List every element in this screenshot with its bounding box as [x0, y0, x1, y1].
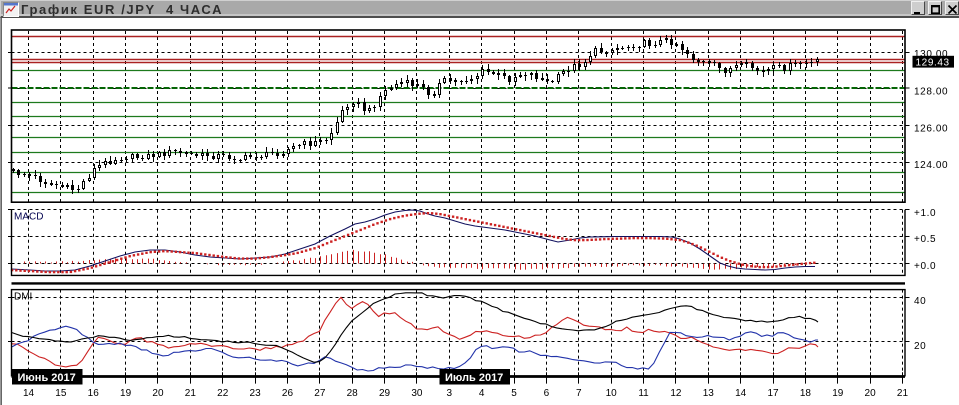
svg-text:129.43: 129.43	[916, 57, 950, 68]
svg-text:23: 23	[250, 388, 262, 399]
svg-text:+0.5: +0.5	[914, 234, 936, 245]
svg-text:16: 16	[88, 388, 100, 399]
svg-text:4: 4	[479, 388, 485, 399]
svg-text:20: 20	[865, 388, 877, 399]
svg-text:19: 19	[120, 388, 132, 399]
svg-text:5: 5	[511, 388, 517, 399]
svg-text:20: 20	[914, 341, 926, 352]
svg-text:7: 7	[576, 388, 582, 399]
svg-text:21: 21	[897, 388, 909, 399]
svg-text:20: 20	[152, 388, 164, 399]
svg-text:130.00: 130.00	[914, 49, 948, 60]
svg-text:6: 6	[544, 388, 550, 399]
svg-text:30: 30	[411, 388, 423, 399]
svg-text:22: 22	[217, 388, 229, 399]
svg-text:11: 11	[638, 388, 649, 399]
svg-text:124.00: 124.00	[914, 160, 948, 171]
svg-text:18: 18	[800, 388, 812, 399]
svg-text:Июль 2017: Июль 2017	[445, 372, 503, 384]
svg-text:26: 26	[282, 388, 294, 399]
svg-text:14: 14	[23, 388, 35, 399]
svg-text:21: 21	[185, 388, 197, 399]
svg-text:+0.0: +0.0	[914, 261, 936, 272]
svg-text:DMI: DMI	[14, 291, 32, 302]
svg-text:15: 15	[55, 388, 67, 399]
svg-text:+1.0: +1.0	[914, 208, 936, 219]
svg-text:14: 14	[735, 388, 747, 399]
svg-text:19: 19	[832, 388, 844, 399]
svg-text:29: 29	[379, 388, 391, 399]
svg-text:12: 12	[670, 388, 682, 399]
svg-text:Июнь 2017: Июнь 2017	[18, 372, 76, 384]
svg-text:128.00: 128.00	[914, 87, 948, 98]
svg-text:17: 17	[767, 388, 779, 399]
svg-text:126.00: 126.00	[914, 124, 948, 135]
svg-text:MACD: MACD	[14, 212, 43, 223]
svg-text:40: 40	[914, 296, 926, 307]
svg-text:3: 3	[447, 388, 453, 399]
svg-text:27: 27	[314, 388, 326, 399]
svg-text:13: 13	[703, 388, 715, 399]
svg-text:10: 10	[606, 388, 618, 399]
svg-text:28: 28	[347, 388, 359, 399]
